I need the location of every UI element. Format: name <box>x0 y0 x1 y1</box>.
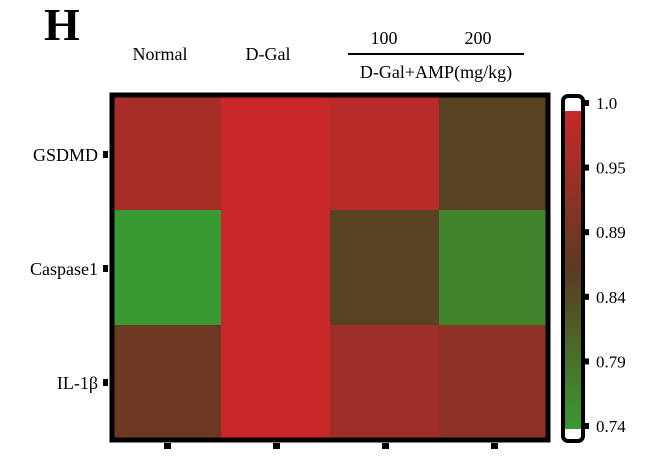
heatmap-frame <box>109 92 551 443</box>
group-label: D-Gal+AMP(mg/kg) <box>360 62 512 83</box>
heatmap-cell-il1b-col1 <box>221 325 330 440</box>
heatmap-cell-gsdmd-col0 <box>112 95 221 210</box>
colorbar-tick-label: 0.95 <box>596 159 626 178</box>
panel-letter: H <box>44 0 80 50</box>
colorbar-tick-mark <box>584 100 589 106</box>
colorbar-gradient <box>565 111 581 429</box>
heatmap-cell-il1b-col3 <box>439 325 548 440</box>
heatmap-cell-caspase1-col1 <box>221 210 330 325</box>
colorbar-tick-mark <box>584 229 589 236</box>
colorbar-top-cap <box>565 103 581 111</box>
column-label-200: 200 <box>465 28 492 48</box>
heatmap-cell-caspase1-col2 <box>330 210 439 325</box>
colorbar-frame <box>561 94 585 443</box>
col-tick-dgal <box>273 443 280 449</box>
column-label-dgal: D-Gal <box>246 44 291 64</box>
row-tick-il1b <box>103 379 108 386</box>
heatmap-cell-gsdmd-col2 <box>330 95 439 210</box>
colorbar-tick-label: 1.0 <box>596 94 617 113</box>
heatmap-cell-caspase1-col3 <box>439 210 548 325</box>
colorbar-tick-mark <box>584 293 589 300</box>
heatmap-cell-gsdmd-col3 <box>439 95 548 210</box>
colorbar-ticks: 1.0 0.95 0.89 0.84 0.79 0.74 <box>584 94 626 436</box>
col-tick-100 <box>382 443 389 449</box>
colorbar-tick-label: 0.79 <box>596 352 626 371</box>
heatmap-cell-il1b-col2 <box>330 325 439 440</box>
heatmap-cell-caspase1-col0 <box>112 210 221 325</box>
heatmap-cells <box>112 95 548 440</box>
colorbar-tick-label: 0.74 <box>596 417 626 436</box>
row-tick-gsdmd <box>103 151 108 158</box>
colorbar-tick-mark <box>584 164 589 171</box>
colorbar-tick-mark <box>584 358 589 365</box>
heatmap-cell-gsdmd-col1 <box>221 95 330 210</box>
column-label-normal: Normal <box>133 44 188 64</box>
row-label-gsdmd: GSDMD <box>33 145 98 165</box>
column-label-100: 100 <box>371 28 398 48</box>
col-tick-200 <box>491 443 498 449</box>
colorbar-tick-label: 0.84 <box>596 288 626 307</box>
colorbar-bottom-cap <box>565 429 581 437</box>
row-label-il1b: IL-1β <box>57 373 98 393</box>
col-tick-normal <box>164 443 171 449</box>
heatmap-cell-il1b-col0 <box>112 325 221 440</box>
colorbar-tick-label: 0.89 <box>596 223 626 242</box>
row-tick-caspase1 <box>103 265 108 272</box>
colorbar-tick-mark <box>584 423 589 429</box>
row-label-caspase1: Caspase1 <box>30 259 98 279</box>
